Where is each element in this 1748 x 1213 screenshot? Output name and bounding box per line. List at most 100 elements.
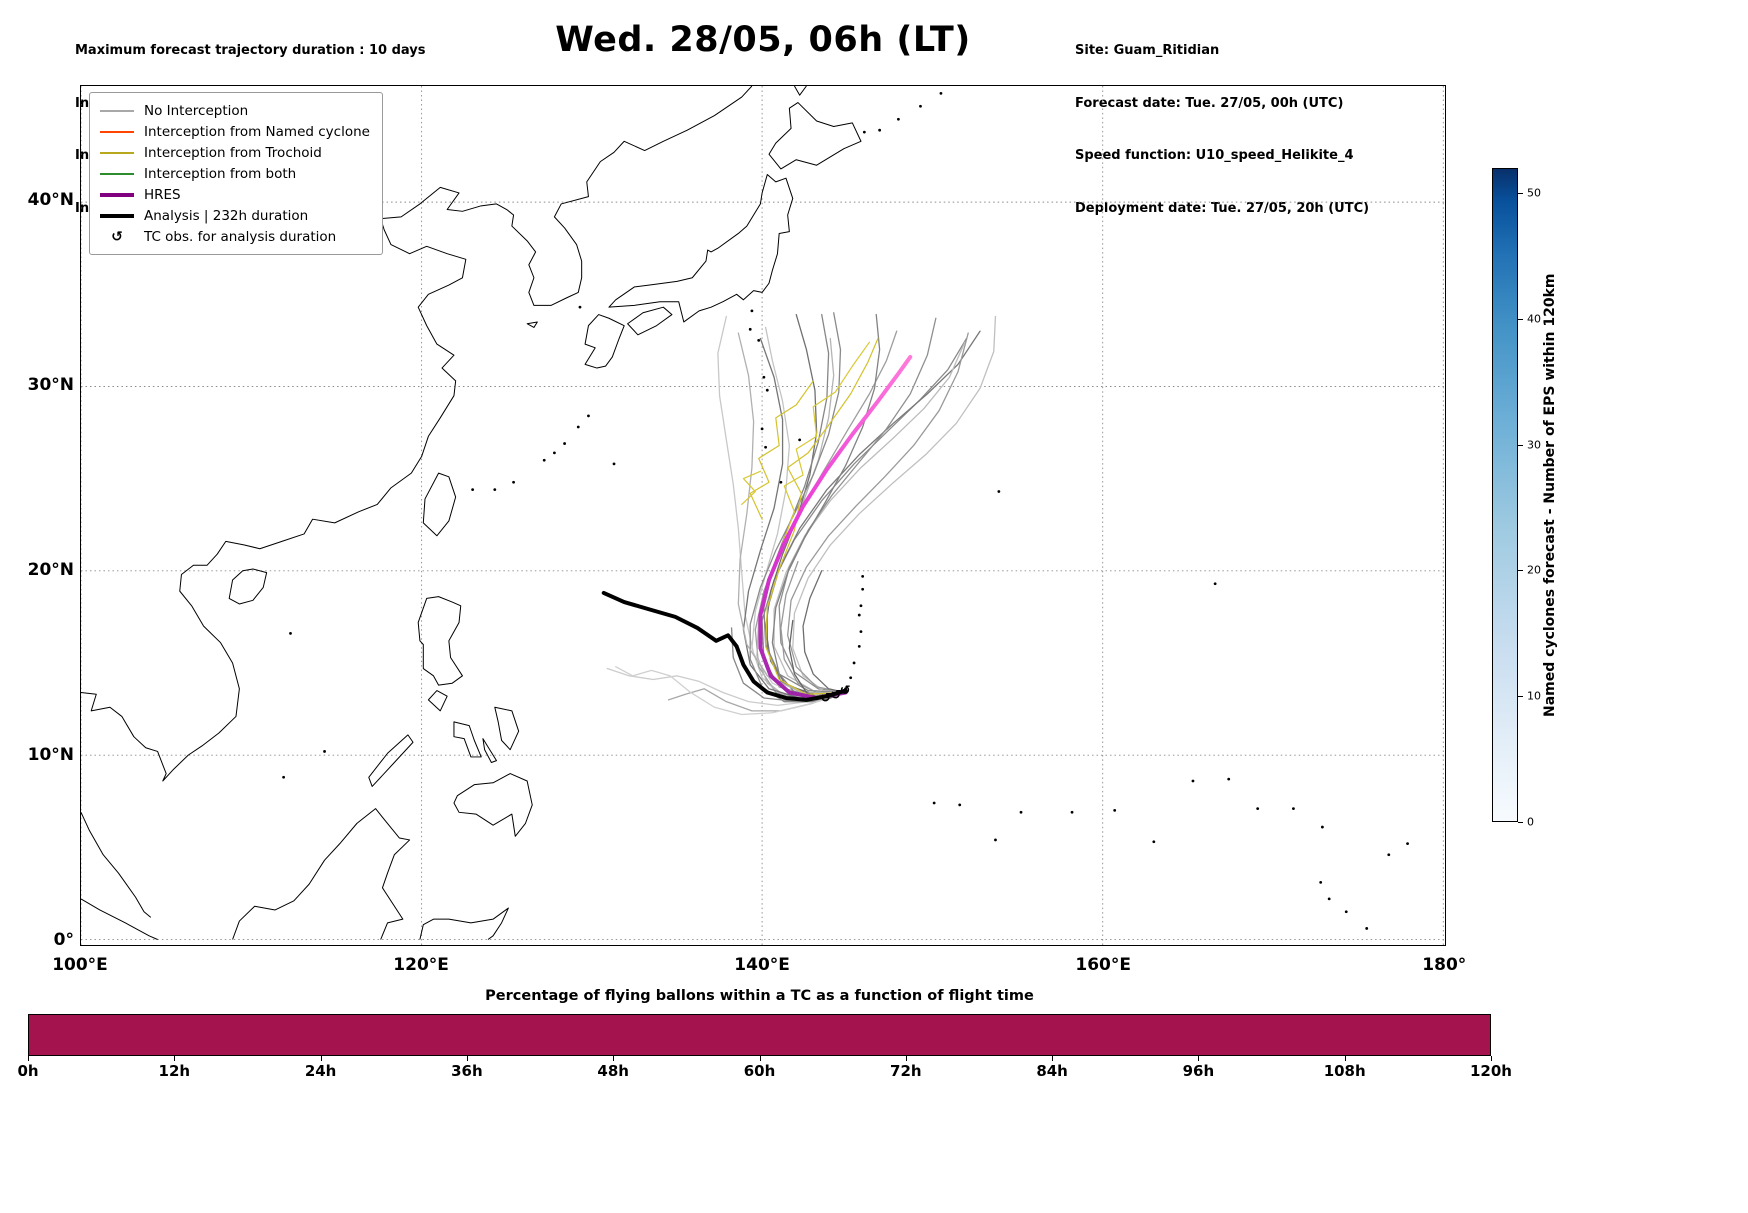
island-dot xyxy=(1327,897,1331,901)
island-dot xyxy=(765,388,769,392)
colorbar-tick-label: 30 xyxy=(1527,438,1541,452)
flight-time-tick-label: 72h xyxy=(890,1062,922,1080)
x-tick-label: 180° xyxy=(1422,955,1467,975)
trajectory-eps-trochoid-4 xyxy=(741,470,762,506)
x-tick-label: 120°E xyxy=(393,955,449,975)
island-dot xyxy=(862,130,866,134)
bottom-chart-title: Percentage of flying ballons within a TC… xyxy=(485,988,1034,1004)
colorbar-tickmark xyxy=(1518,444,1523,446)
tc-percentage-bar xyxy=(28,1014,1491,1056)
island-dot xyxy=(897,117,900,121)
colorbar xyxy=(1492,168,1518,822)
y-tick-label: 30°N xyxy=(27,375,74,396)
island-dot xyxy=(878,128,882,132)
legend-label: TC obs. for analysis duration xyxy=(144,228,337,245)
flight-time-tickmark xyxy=(466,1056,468,1061)
island-dot xyxy=(1344,910,1348,914)
legend-item: Interception from both xyxy=(100,163,370,184)
island-dot xyxy=(1256,807,1260,811)
island-dot xyxy=(859,630,863,634)
flight-time-tickmark xyxy=(905,1056,907,1061)
island-dot xyxy=(939,91,943,95)
map-canvas: ↺↺↺ xyxy=(81,86,1445,945)
island-dot xyxy=(542,458,546,462)
x-tick-label: 100°E xyxy=(52,955,108,975)
trajectory-map: ↺ ↺ ↺ No Interception Interception from Nam… xyxy=(80,85,1446,946)
island-dot xyxy=(852,661,856,665)
legend-item: Analysis | 232h duration xyxy=(100,205,370,226)
legend-item: Interception from Named cyclone xyxy=(100,121,370,142)
coastline xyxy=(232,808,411,940)
trajectory-eps-06-no-interception xyxy=(606,667,847,707)
island-dot xyxy=(563,442,566,445)
island-dot xyxy=(764,445,767,449)
info-speed-function: Speed function: U10_speed_Helikite_4 xyxy=(1075,148,1354,163)
legend-label: Analysis | 232h duration xyxy=(144,207,309,224)
flight-time-tickmark xyxy=(1198,1056,1200,1061)
island-dot xyxy=(471,488,475,492)
colorbar-tickmark xyxy=(1518,570,1523,572)
info-forecast-date: Forecast date: Tue. 27/05, 00h (UTC) xyxy=(1075,95,1344,111)
flight-time-tick-label: 12h xyxy=(158,1062,191,1080)
coastline xyxy=(482,738,497,764)
island-dot xyxy=(282,775,286,779)
colorbar-tickmark xyxy=(1518,696,1523,698)
island-dot xyxy=(587,414,590,418)
island-dot xyxy=(1113,809,1117,812)
island-dot xyxy=(1227,777,1231,781)
colorbar-tick-label: 0 xyxy=(1527,815,1534,829)
colorbar-tickmark xyxy=(1518,822,1523,823)
legend-item: No Interception xyxy=(100,100,370,121)
trajectory-eps-16-no-interception xyxy=(749,312,847,703)
trajectory-eps-14-no-interception xyxy=(742,337,847,699)
flight-time-tick-label: 24h xyxy=(304,1062,337,1080)
legend-item: HRES xyxy=(100,184,370,205)
tc-obs-icon: ↺ xyxy=(820,691,831,706)
tc-obs-icon: ↺ xyxy=(830,688,841,703)
coastline xyxy=(494,706,520,751)
flight-time-tickmark xyxy=(1491,1056,1492,1061)
coastline xyxy=(368,734,414,787)
island-dot xyxy=(1070,810,1074,814)
coastline xyxy=(453,773,533,837)
info-deployment-date: Deployment date: Tue. 27/05, 20h (UTC) xyxy=(1075,200,1370,216)
map-legend: No Interception Interception from Named c… xyxy=(89,92,383,255)
y-tick-label: 40°N xyxy=(27,190,74,211)
trajectory-eps-12-no-interception xyxy=(771,313,881,699)
legend-label: Interception from both xyxy=(144,165,297,182)
legend-line-sample xyxy=(100,213,134,218)
trajectory-eps-22-no-interception xyxy=(802,570,847,694)
island-dot xyxy=(857,613,861,617)
coastline xyxy=(427,690,448,712)
trajectory-eps-15-no-interception xyxy=(792,315,997,694)
flight-time-tick-label: 84h xyxy=(1036,1062,1068,1080)
island-dot xyxy=(1292,807,1295,811)
trajectory-eps-10-no-interception xyxy=(717,315,847,697)
island-dot xyxy=(323,750,326,753)
island-dot xyxy=(857,644,861,648)
coastline xyxy=(81,898,158,940)
island-dot xyxy=(750,309,754,313)
colorbar-tick-label: 10 xyxy=(1527,689,1541,703)
colorbar-tick-label: 40 xyxy=(1527,312,1541,326)
trajectory-eps-trochoid-2 xyxy=(781,341,871,544)
coastline xyxy=(584,314,625,369)
param-max-duration: Maximum forecast trajectory duration : 1… xyxy=(75,43,426,58)
coastline xyxy=(794,86,807,96)
island-dot xyxy=(798,438,802,442)
coastline xyxy=(627,306,673,336)
colorbar-tickmark xyxy=(1518,318,1523,320)
coastline xyxy=(768,102,862,170)
trajectory-eps-trochoid-1 xyxy=(764,337,879,695)
flight-time-tickmark xyxy=(759,1056,761,1061)
flight-time-tick-label: 120h xyxy=(1470,1062,1512,1080)
island-dot xyxy=(1319,880,1323,884)
island-dot xyxy=(997,490,1001,493)
figure-title: Wed. 28/05, 06h (LT) xyxy=(555,20,971,60)
colorbar-tick-label: 50 xyxy=(1527,186,1541,200)
y-tick-label: 20°N xyxy=(27,559,74,580)
flight-time-tickmark xyxy=(28,1056,29,1061)
trajectory-analysis xyxy=(601,590,848,702)
flight-time-tick-label: 36h xyxy=(451,1062,483,1080)
island-dot xyxy=(1019,810,1023,814)
